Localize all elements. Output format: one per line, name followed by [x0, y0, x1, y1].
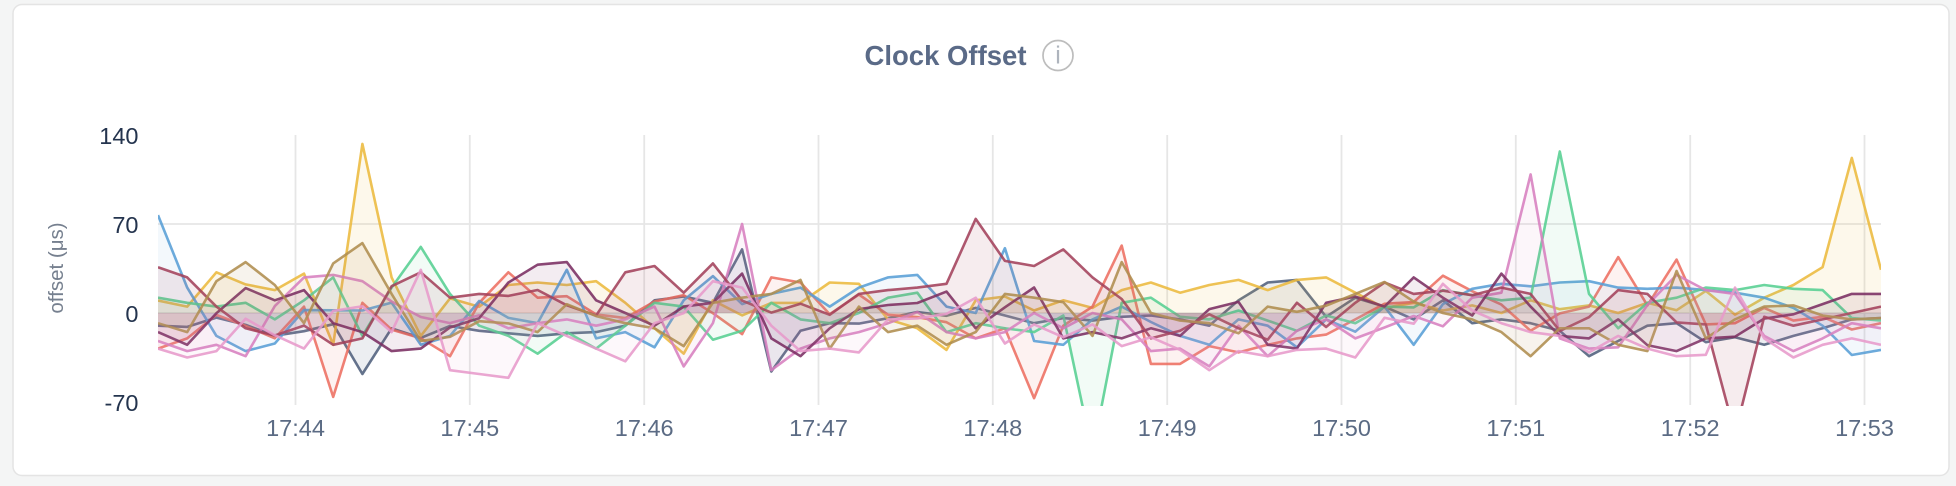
svg-text:17:52: 17:52 [1661, 415, 1720, 441]
svg-text:i: i [1055, 42, 1061, 70]
svg-text:17:44: 17:44 [266, 415, 325, 441]
svg-text:140: 140 [99, 123, 138, 149]
svg-text:17:50: 17:50 [1312, 415, 1371, 441]
svg-text:17:45: 17:45 [440, 415, 499, 441]
svg-text:0: 0 [125, 301, 138, 327]
svg-text:Clock Offset: Clock Offset [865, 40, 1027, 71]
svg-text:17:49: 17:49 [1138, 415, 1197, 441]
svg-text:17:46: 17:46 [615, 415, 674, 441]
svg-text:70: 70 [112, 212, 138, 238]
svg-text:17:51: 17:51 [1486, 415, 1545, 441]
svg-text:17:47: 17:47 [789, 415, 848, 441]
svg-text:17:48: 17:48 [963, 415, 1022, 441]
svg-text:offset (μs): offset (μs) [45, 222, 68, 313]
svg-text:-70: -70 [105, 390, 139, 416]
svg-text:17:53: 17:53 [1835, 415, 1894, 441]
